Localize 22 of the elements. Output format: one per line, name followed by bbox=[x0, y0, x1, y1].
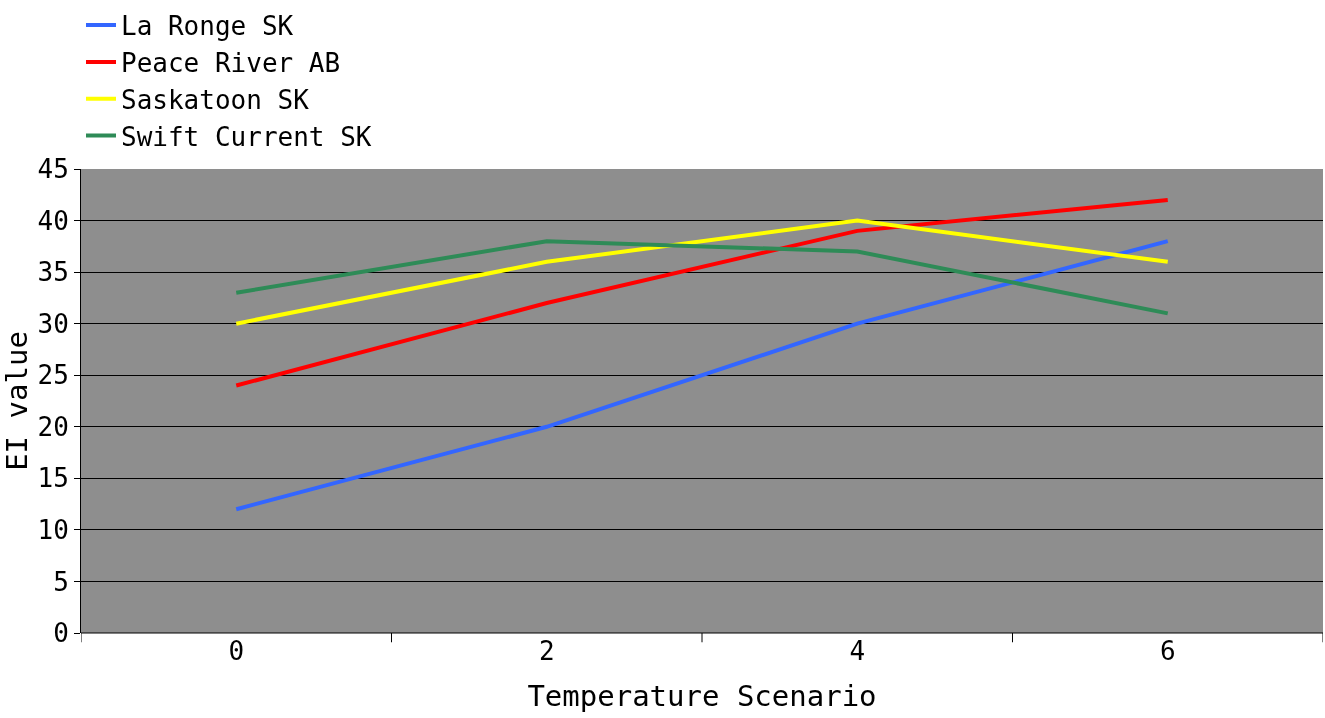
x-tick-label: 0 bbox=[228, 636, 245, 666]
y-tick-label: 35 bbox=[37, 257, 69, 288]
x-axis-title: Temperature Scenario bbox=[527, 678, 877, 713]
y-tick-label: 5 bbox=[53, 566, 69, 597]
y-tick-label: 20 bbox=[37, 411, 69, 442]
y-tick-label: 30 bbox=[37, 308, 69, 339]
x-tick-label: 6 bbox=[1159, 636, 1176, 666]
y-axis-title: EI value bbox=[0, 331, 34, 471]
x-tick-label: 2 bbox=[538, 636, 555, 666]
y-tick-label: 10 bbox=[37, 514, 69, 545]
x-tick-label: 4 bbox=[849, 636, 866, 666]
legend-label: Saskatoon SK bbox=[121, 84, 310, 115]
y-tick-label: 45 bbox=[37, 154, 69, 185]
y-tick-label: 15 bbox=[37, 463, 69, 494]
legend-label: Peace River AB bbox=[121, 48, 341, 79]
legend-label: Swift Current SK bbox=[121, 121, 372, 152]
y-tick-label: 40 bbox=[37, 205, 69, 236]
line-series bbox=[234, 239, 1170, 512]
legend-label: La Ronge SK bbox=[121, 11, 294, 42]
line-series bbox=[234, 239, 1170, 316]
y-tick-label: 25 bbox=[37, 360, 69, 391]
line-series bbox=[234, 197, 1170, 388]
